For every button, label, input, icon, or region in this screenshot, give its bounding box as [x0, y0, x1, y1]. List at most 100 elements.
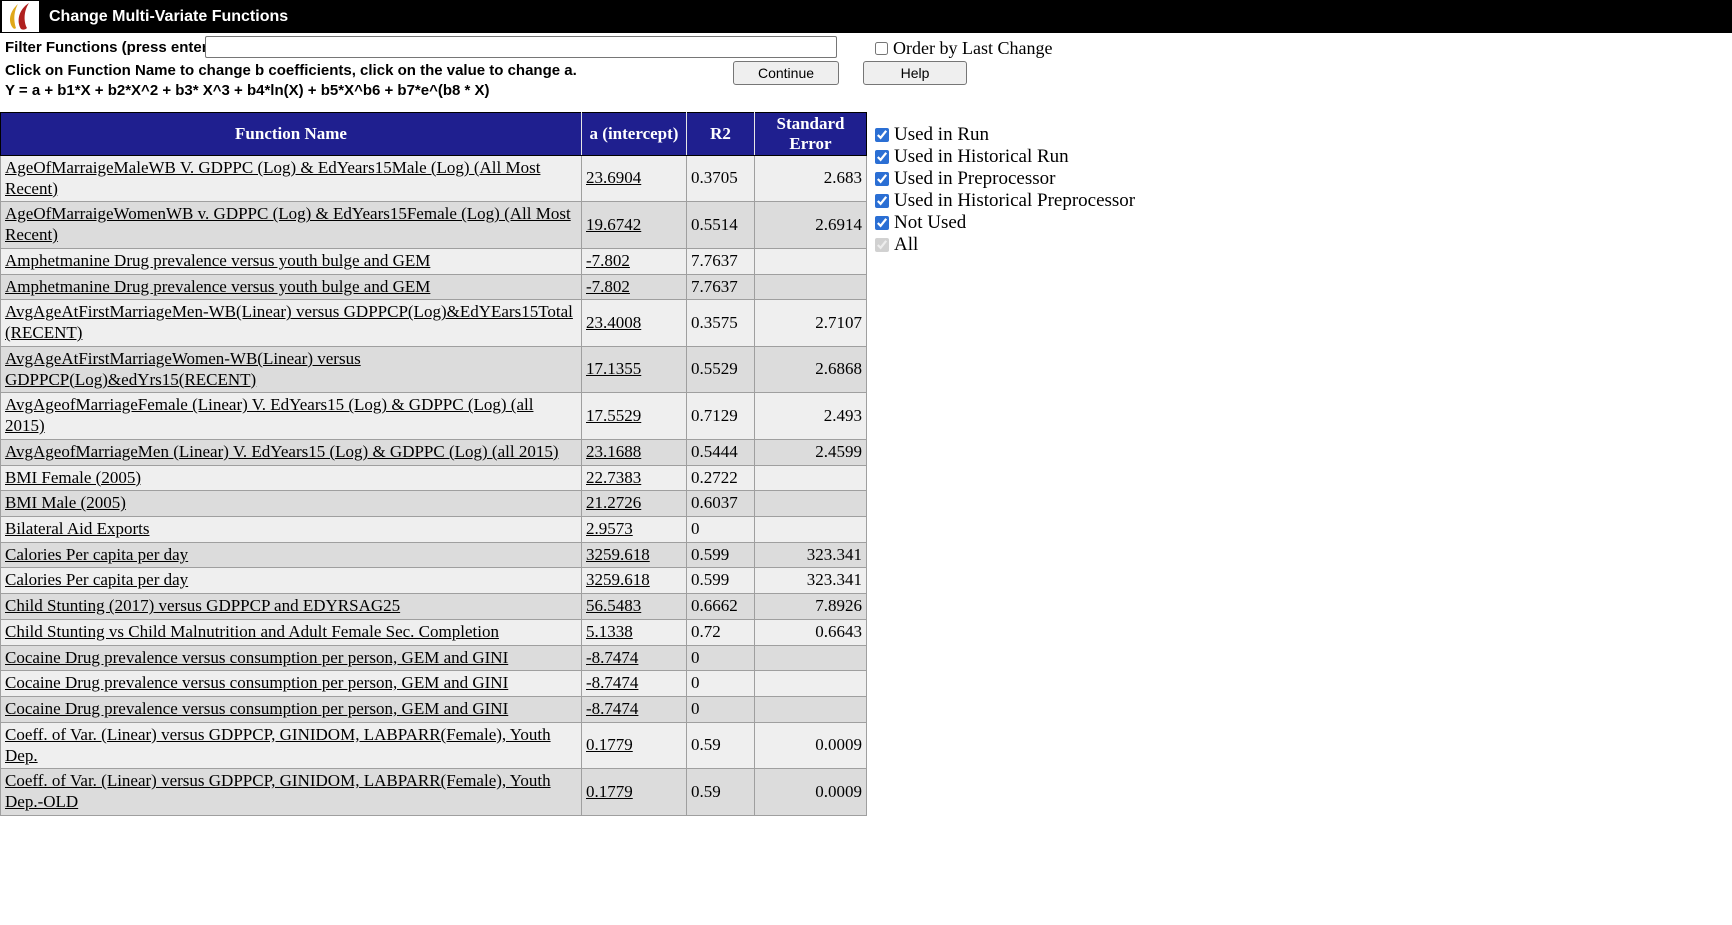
function-name-link[interactable]: Amphetmanine Drug prevalence versus yout…	[5, 250, 431, 270]
order-by-last-change-checkbox[interactable]	[875, 42, 888, 55]
instructions-text: Click on Function Name to change b coeff…	[5, 62, 577, 79]
a-intercept-link[interactable]: 17.5529	[586, 405, 642, 425]
function-name-link[interactable]: Cocaine Drug prevalence versus consumpti…	[5, 673, 509, 693]
table-header-row: Function Name a (intercept) R2 Standard …	[0, 112, 867, 156]
table-row: AvgAgeofMarriageMen (Linear) V. EdYears1…	[0, 438, 867, 466]
a-intercept-link[interactable]: 3259.618	[586, 570, 650, 590]
window-titlebar: Change Multi-Variate Functions	[0, 0, 1732, 33]
filter-option-used-in-run[interactable]: Used in Run	[875, 124, 1135, 146]
r2-value: 7.7637	[686, 247, 755, 275]
function-name-link[interactable]: Child Stunting (2017) versus GDPPCP and …	[5, 596, 401, 616]
table-row: AvgAgeofMarriageFemale (Linear) V. EdYea…	[0, 392, 867, 440]
function-name-link[interactable]: Bilateral Aid Exports	[5, 519, 150, 539]
standard-error-value	[754, 670, 867, 698]
a-intercept-link[interactable]: 0.1779	[586, 735, 633, 755]
a-intercept-link[interactable]: 21.2726	[586, 493, 642, 513]
a-intercept-link[interactable]: -8.7474	[586, 673, 639, 693]
table-row: AgeOfMarraigeMaleWB V. GDPPC (Log) & EdY…	[0, 154, 867, 203]
a-intercept-link[interactable]: 22.7383	[586, 467, 642, 487]
filter-option-label: Used in Historical Preprocessor	[894, 190, 1136, 211]
filters-panel: Used in Run Used in Historical Run Used in…	[875, 124, 1135, 256]
standard-error-value	[754, 247, 867, 275]
function-name-link[interactable]: Cocaine Drug prevalence versus consumpti…	[5, 647, 509, 667]
table-row: Cocaine Drug prevalence versus consumpti…	[0, 644, 867, 672]
function-name-link[interactable]: AgeOfMarraigeMaleWB V. GDPPC (Log) & EdY…	[5, 158, 541, 198]
r2-value: 0	[686, 516, 755, 543]
function-name-link[interactable]: Cocaine Drug prevalence versus consumpti…	[5, 699, 509, 719]
function-name-link[interactable]: AvgAgeofMarriageMen (Linear) V. EdYears1…	[5, 441, 559, 461]
r2-value: 0	[686, 670, 755, 698]
function-name-link[interactable]: Calories Per capita per day	[5, 544, 189, 564]
function-name-link[interactable]: Calories Per capita per day	[5, 570, 189, 590]
filter-checkbox-all	[875, 238, 889, 252]
standard-error-value: 2.4599	[754, 438, 867, 466]
order-by-last-change-option[interactable]: Order by Last Change	[875, 38, 1052, 59]
table-row: Coeff. of Var. (Linear) versus GDPPCP, G…	[0, 721, 867, 770]
a-intercept-link[interactable]: 2.9573	[586, 519, 633, 539]
function-name-link[interactable]: AvgAgeAtFirstMarriageMen-WB(Linear) vers…	[5, 302, 573, 343]
table-row: Bilateral Aid Exports 2.9573 0	[0, 516, 867, 543]
table-row: Coeff. of Var. (Linear) versus GDPPCP, G…	[0, 768, 867, 816]
standard-error-value: 2.493	[754, 392, 867, 440]
a-intercept-link[interactable]: 0.1779	[586, 781, 633, 801]
table-row: Cocaine Drug prevalence versus consumpti…	[0, 670, 867, 698]
a-intercept-link[interactable]: 23.6904	[586, 168, 642, 188]
table-row: Child Stunting vs Child Malnutrition and…	[0, 618, 867, 646]
filter-checkbox-not-used[interactable]	[875, 216, 889, 230]
function-name-link[interactable]: Child Stunting vs Child Malnutrition and…	[5, 621, 499, 641]
standard-error-value	[754, 644, 867, 672]
r2-value: 0.3705	[686, 154, 755, 203]
a-intercept-link[interactable]: 23.4008	[586, 312, 642, 332]
a-intercept-link[interactable]: -7.802	[586, 276, 630, 296]
standard-error-value: 0.0009	[754, 768, 867, 816]
a-intercept-link[interactable]: 5.1338	[586, 621, 633, 641]
standard-error-value	[754, 696, 867, 723]
column-header-a-intercept: a (intercept)	[581, 112, 687, 156]
r2-value: 0.5514	[686, 201, 755, 249]
r2-value: 0.599	[686, 541, 755, 569]
filter-checkbox-used-in-historical-preprocessor[interactable]	[875, 194, 889, 208]
ifs-logo-icon	[2, 1, 39, 32]
a-intercept-link[interactable]: 56.5483	[586, 596, 642, 616]
filter-functions-input[interactable]	[205, 36, 837, 58]
filter-option-label: Used in Historical Run	[894, 146, 1069, 167]
table-row: Amphetmanine Drug prevalence versus yout…	[0, 273, 867, 301]
page-title: Change Multi-Variate Functions	[49, 7, 289, 25]
a-intercept-link[interactable]: 3259.618	[586, 544, 650, 564]
function-name-link[interactable]: AgeOfMarraigeWomenWB v. GDPPC (Log) & Ed…	[5, 204, 571, 245]
function-name-link[interactable]: BMI Female (2005)	[5, 467, 141, 487]
r2-value: 0.6037	[686, 490, 755, 518]
filter-option-used-in-preprocessor[interactable]: Used in Preprocessor	[875, 168, 1135, 190]
r2-value: 0.7129	[686, 392, 755, 440]
filter-option-used-in-historical-preprocessor[interactable]: Used in Historical Preprocessor	[875, 190, 1135, 212]
a-intercept-link[interactable]: 17.1355	[586, 359, 642, 379]
filter-checkbox-used-in-historical-run[interactable]	[875, 150, 889, 164]
filter-option-used-in-historical-run[interactable]: Used in Historical Run	[875, 146, 1135, 168]
standard-error-value: 2.7107	[754, 299, 867, 347]
filter-checkbox-used-in-run[interactable]	[875, 128, 889, 142]
continue-button[interactable]: Continue	[733, 61, 839, 85]
function-name-link[interactable]: AvgAgeAtFirstMarriageWomen-WB(Linear) ve…	[5, 348, 361, 389]
r2-value: 0	[686, 644, 755, 672]
a-intercept-link[interactable]: -8.7474	[586, 699, 639, 719]
table-row: Calories Per capita per day 3259.618 0.599…	[0, 541, 867, 569]
filter-option-label: Not Used	[894, 212, 967, 233]
table-row: AgeOfMarraigeWomenWB v. GDPPC (Log) & Ed…	[0, 201, 867, 249]
a-intercept-link[interactable]: -7.802	[586, 250, 630, 270]
function-name-link[interactable]: BMI Male (2005)	[5, 493, 126, 513]
table-row: BMI Female (2005) 22.7383 0.2722	[0, 464, 867, 492]
filter-checkbox-used-in-preprocessor[interactable]	[875, 172, 889, 186]
a-intercept-link[interactable]: -8.7474	[586, 647, 639, 667]
function-name-link[interactable]: Amphetmanine Drug prevalence versus yout…	[5, 276, 431, 296]
a-intercept-link[interactable]: 19.6742	[586, 214, 642, 234]
a-intercept-link[interactable]: 23.1688	[586, 441, 642, 461]
function-name-link[interactable]: Coeff. of Var. (Linear) versus GDPPCP, G…	[5, 771, 551, 812]
standard-error-value: 323.341	[754, 541, 867, 569]
standard-error-value: 2.6868	[754, 345, 867, 394]
help-button[interactable]: Help	[863, 61, 967, 85]
filter-option-label: Used in Preprocessor	[894, 168, 1056, 189]
filter-option-not-used[interactable]: Not Used	[875, 212, 1135, 234]
function-name-link[interactable]: Coeff. of Var. (Linear) versus GDPPCP, G…	[5, 724, 551, 765]
function-name-link[interactable]: AvgAgeofMarriageFemale (Linear) V. EdYea…	[5, 395, 534, 436]
column-header-r2: R2	[686, 112, 755, 156]
